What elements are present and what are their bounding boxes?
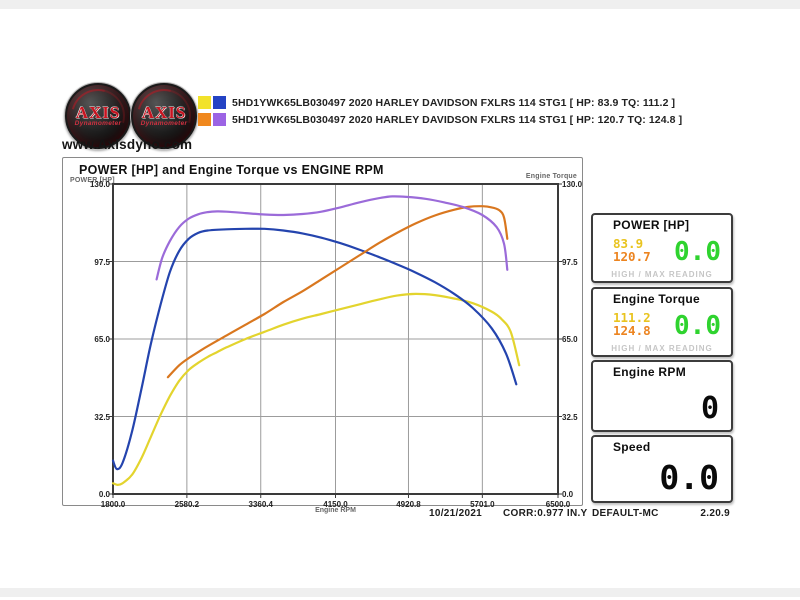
plot-border [112,183,559,495]
axis-logo-subtext: Dynamometer [74,120,122,127]
legend-swatch-icon [198,96,211,109]
run2-max-hp: 120.7 [613,249,651,264]
axis-logo-badge-1: AXIS Dynamometer [64,82,132,150]
website-link[interactable]: www.Axisdyno.com [62,137,193,152]
live-hp-value: 0.0 [674,237,721,267]
gauge-title: Engine RPM [613,365,687,379]
y-tick-label-left: 0.0 [98,490,110,499]
y-tick-label-right: 97.5 [562,257,578,267]
x-axis-label: Engine RPM [315,507,356,514]
gauge-mode-label: HIGH / MAX READING [611,344,713,353]
bottom-edge-band [0,588,800,597]
y-axis-label-left: POWER [HP] [70,177,115,184]
y-tick-label-right: 65.0 [562,335,578,344]
legend-run-label: 5HD1YWK65LB030497 2020 HARLEY DAVIDSON F… [232,113,683,126]
profile-name: DEFAULT-MC [592,508,659,519]
y-tick-label-right: 0.0 [562,490,574,499]
plot-area [109,183,562,498]
y-tick-label-left: 32.5 [94,412,110,422]
curve-run2-power-hp [166,205,509,379]
run1-max-hp: 83.9 [613,236,644,251]
gauge-speed[interactable]: Speed 0.0 [591,435,733,503]
x-tick-label: 1800.0 [100,500,126,509]
axis-logo-text: AXIS [141,103,187,122]
live-speed-value: 0.0 [659,458,719,497]
y-tick-label-right: 130.0 [562,180,583,189]
y-tick-label-right: 32.5 [562,412,578,422]
curve-run2-torque [155,195,509,281]
run1-max-torque: 111.2 [613,310,651,325]
y-tick-label-left: 130.0 [89,180,110,189]
y-tick-label-left: 65.0 [94,335,110,344]
x-tick-label: 2580.2 [174,500,200,509]
axis-logo-text: AXIS [75,103,121,122]
dyno-curves-svg [109,183,562,498]
x-tick-label: 5701.0 [470,500,495,509]
run-date: 10/21/2021 [429,508,483,519]
x-tick-label: 4920.8 [396,500,421,509]
gauge-max-readings: 111.2 124.8 [613,311,651,337]
gauge-power-hp[interactable]: POWER [HP] 83.9 120.7 0.0 HIGH / MAX REA… [591,213,733,283]
correction-factor: CORR:0.977 IN.Y [503,508,588,519]
gauge-engine-torque[interactable]: Engine Torque 111.2 124.8 0.0 HIGH / MAX… [591,287,733,357]
curve-run1-torque [111,227,518,471]
top-edge-band [0,0,800,9]
run-legend: 5HD1YWK65LB030497 2020 HARLEY DAVIDSON F… [198,95,682,129]
axis-logo-badge-2: AXIS Dynamometer [130,82,198,150]
gauge-engine-rpm[interactable]: Engine RPM 0 [591,360,733,432]
x-tick-label: 6500.0 [545,500,571,509]
curve-run1-power-hp [111,292,521,486]
chart-title: POWER [HP] and Engine Torque vs ENGINE R… [79,163,384,177]
y-tick-label-left: 97.5 [94,257,110,267]
gauge-title: Speed [613,440,651,454]
run2-max-torque: 124.8 [613,323,651,338]
gauge-title: Engine Torque [613,292,701,306]
gauge-mode-label: HIGH / MAX READING [611,270,713,279]
live-torque-value: 0.0 [674,311,721,341]
x-tick-label: 3360.4 [248,500,273,509]
legend-swatch-icon [198,113,211,126]
software-version: 2.20.9 [700,508,730,519]
axis-logo-subtext: Dynamometer [140,120,188,127]
y-axis-label-right: Engine Torque [525,173,577,180]
legend-row-run2[interactable]: 5HD1YWK65LB030497 2020 HARLEY DAVIDSON F… [198,112,682,127]
legend-row-run1[interactable]: 5HD1YWK65LB030497 2020 HARLEY DAVIDSON F… [198,95,682,110]
dyno-chart-panel: POWER [HP] and Engine Torque vs ENGINE R… [62,157,583,514]
legend-swatch-icon [213,96,226,109]
gauge-title: POWER [HP] [613,218,690,232]
gauge-max-readings: 83.9 120.7 [613,237,651,263]
legend-run-label: 5HD1YWK65LB030497 2020 HARLEY DAVIDSON F… [232,96,676,109]
legend-swatch-icon [213,113,226,126]
live-rpm-value: 0 [700,391,719,426]
x-tick-label: 4150.0 [323,500,348,509]
